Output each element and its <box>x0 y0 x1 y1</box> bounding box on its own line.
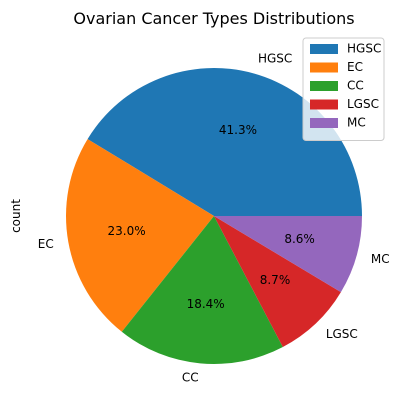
y-axis-label: count <box>9 199 23 233</box>
pie-slice-cc <box>121 216 283 364</box>
legend-swatch-lgsc <box>310 99 338 110</box>
legend-swatch-ec <box>310 62 338 73</box>
legend-label-ec: EC <box>347 60 363 74</box>
percent-label-cc: 18.4% <box>187 297 225 311</box>
chart-title: Ovarian Cancer Types Distributions <box>73 9 354 28</box>
pie-slice-hgsc <box>87 68 362 216</box>
slice-label-ec: EC <box>38 237 54 251</box>
percent-label-mc: 8.6% <box>284 232 315 246</box>
legend-swatch-cc <box>310 81 338 91</box>
pie-slice-ec <box>66 139 214 332</box>
slice-label-lgsc: LGSC <box>326 327 358 341</box>
percent-label-lgsc: 8.7% <box>260 273 291 287</box>
legend-swatch-hgsc <box>310 44 338 54</box>
pie-percent-labels: 41.3% 23.0% 18.4% 8.7% 8.6% <box>108 123 315 311</box>
slice-label-mc: MC <box>371 252 390 266</box>
slice-label-cc: CC <box>182 371 199 385</box>
pie-slices <box>66 68 362 364</box>
legend-label-cc: CC <box>347 79 364 93</box>
slice-label-hgsc: HGSC <box>258 52 292 66</box>
legend: HGSC EC CC LGSC MC <box>302 37 385 141</box>
legend-label-mc: MC <box>347 116 366 130</box>
pie-slice-mc <box>214 216 362 293</box>
pie-slice-lgsc <box>214 216 341 348</box>
percent-label-ec: 23.0% <box>108 224 146 238</box>
legend-swatch-mc <box>310 118 338 128</box>
legend-label-lgsc: LGSC <box>347 97 379 111</box>
legend-label-hgsc: HGSC <box>347 42 381 56</box>
pie-slice-labels: HGSC EC CC LGSC MC <box>38 52 390 385</box>
percent-label-hgsc: 41.3% <box>219 123 257 137</box>
